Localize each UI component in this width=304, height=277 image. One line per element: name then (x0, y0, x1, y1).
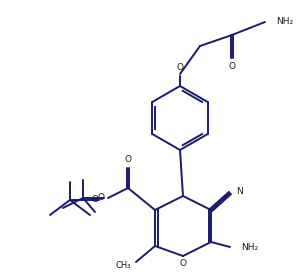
Text: NH₂: NH₂ (241, 242, 258, 252)
Text: O: O (177, 63, 184, 72)
Text: O: O (179, 258, 186, 268)
Text: O: O (97, 194, 104, 202)
Text: CH₃: CH₃ (116, 260, 131, 270)
Text: O: O (92, 196, 99, 204)
Text: O: O (229, 62, 236, 71)
Text: NH₂: NH₂ (276, 17, 293, 27)
Text: O: O (125, 155, 132, 164)
Text: N: N (236, 188, 243, 196)
